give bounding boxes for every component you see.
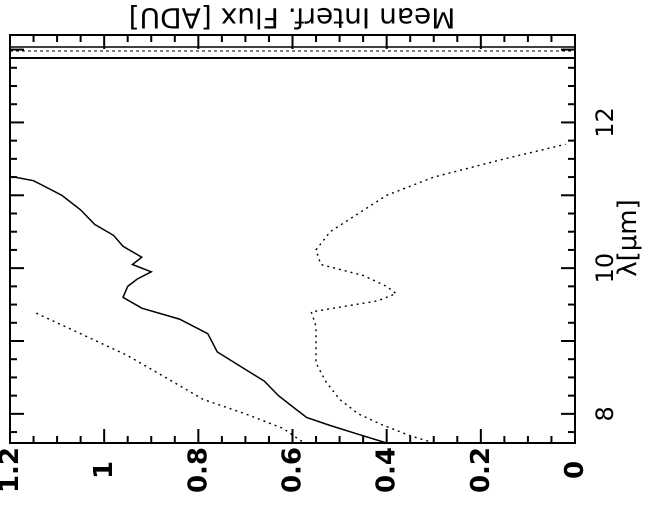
- flux-tick-label: 0.2: [466, 447, 496, 493]
- flux-tick-label: 0.6: [278, 447, 308, 493]
- wavelength-axis: 8 10 12: [10, 48, 619, 434]
- wavelength-axis-title: λ[μm]: [613, 199, 643, 277]
- flux-axis-title: Mean Interf. Flux [ADU]: [129, 2, 456, 35]
- flux-tick-label: 1: [89, 461, 119, 479]
- flux-tick-label: 0.4: [372, 447, 402, 493]
- wavelength-tick-label: 12: [591, 107, 619, 138]
- wavelength-tick-label: 10: [591, 253, 619, 284]
- plot-frame: [9, 34, 576, 444]
- flux-tick-label: 1.2: [0, 447, 25, 493]
- flux-tick-label: 0: [560, 461, 590, 479]
- series-dotted-line: [310, 143, 566, 444]
- flux-tick-label: 0.8: [183, 447, 213, 493]
- wavelength-tick-label: 8: [591, 406, 619, 421]
- series-dotted-line: [33, 311, 303, 443]
- plot-layer: 0 0.2 0.4 0.6 0.8 1 1.2 8 10 12 λ[μm] Mean Interf. …: [0, 2, 643, 494]
- flux-axis: 0 0.2 0.4 0.6 0.8 1 1.2: [0, 35, 590, 493]
- series-solid-line: [14, 176, 387, 444]
